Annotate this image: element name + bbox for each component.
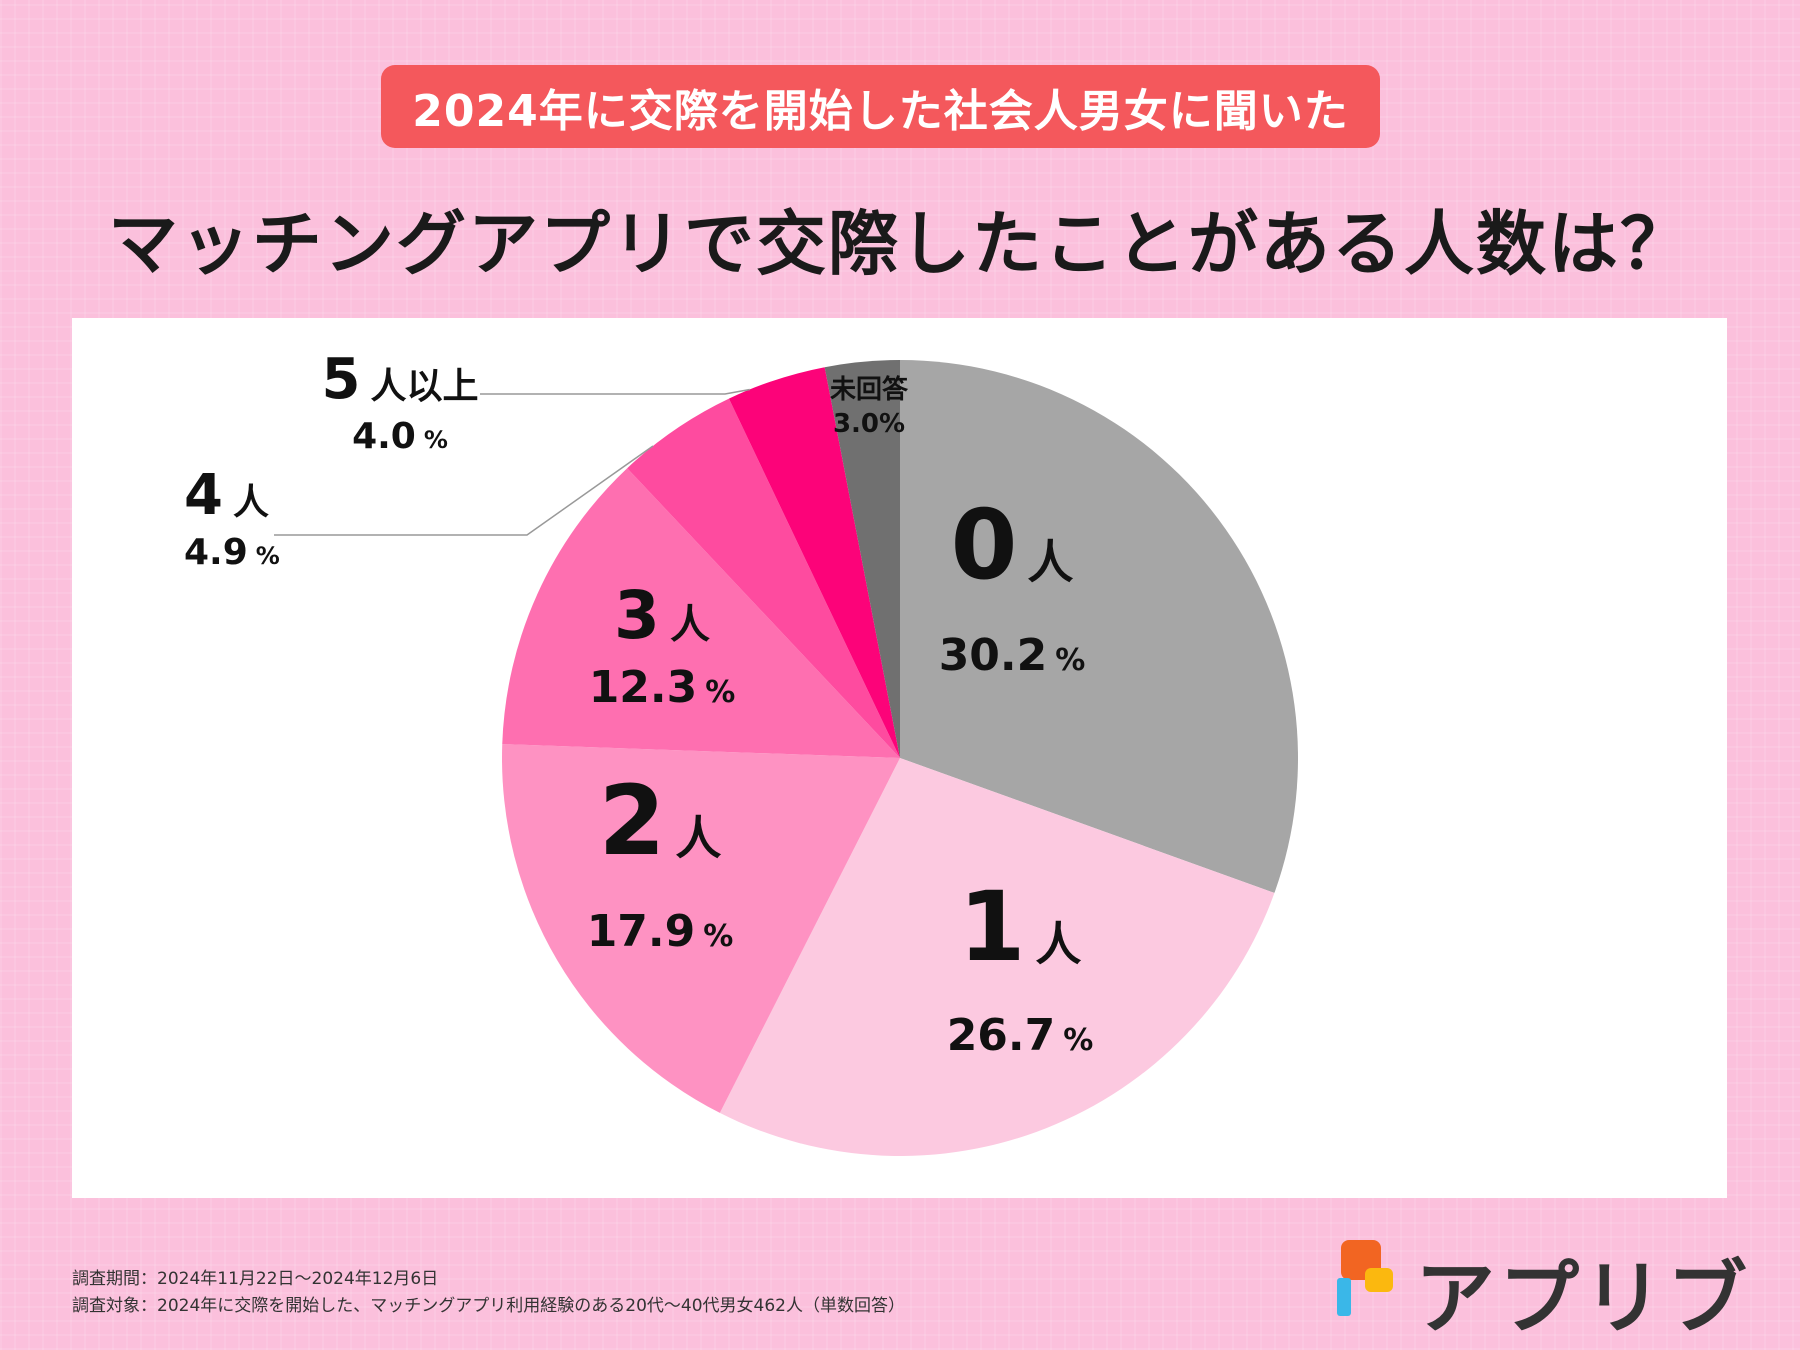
subtitle-badge: 2024年に交際を開始した社会人男女に聞いた bbox=[381, 65, 1380, 148]
pie-slice-未回答 bbox=[824, 360, 900, 758]
label-5人以上-name: 5 人以上 bbox=[322, 347, 479, 412]
pie-slices bbox=[502, 360, 1298, 1156]
label-2人-value: 17.9% bbox=[587, 906, 734, 957]
label-3人-value: 12.3% bbox=[589, 662, 736, 713]
logo-mark-icon bbox=[1337, 1240, 1393, 1316]
label-未回答-name: 未回答 bbox=[830, 374, 909, 405]
logo-text: アプリブ bbox=[1415, 1252, 1751, 1345]
pie-slice-5人以上 bbox=[728, 367, 900, 758]
subtitle-text: 2024年に交際を開始した社会人男女に聞いた bbox=[412, 85, 1349, 137]
leader-lines bbox=[274, 388, 750, 536]
pie-chart: 0 人 30.2 % 1 人 26.7 % 2 人 17.9 % 3 人 12.3 % 4 人4.9 % 5 人以上4.… bbox=[184, 347, 1298, 1156]
label-0人-value: 30.2% bbox=[939, 630, 1086, 681]
pie-slice-3人 bbox=[502, 468, 900, 758]
page-title: マッチングアプリで交際したことがある人数は？ bbox=[108, 203, 1692, 285]
pie-slice-4人 bbox=[627, 398, 900, 758]
pie-slice-2人 bbox=[502, 744, 900, 1113]
survey-target: 調査対象：2024年に交際を開始した、マッチングアプリ利用経験のある20代～40… bbox=[72, 1296, 905, 1316]
pie-slice-0人 bbox=[900, 360, 1298, 893]
leader-line-4人 bbox=[274, 445, 654, 536]
survey-period: 調査期間：2024年11月22日～2024年12月6日 bbox=[72, 1269, 439, 1289]
brand-logo: アプリブ bbox=[1337, 1238, 1747, 1345]
label-1人-value: 26.7% bbox=[947, 1010, 1094, 1061]
pie-slice-1人 bbox=[719, 758, 1275, 1156]
label-5人以上-value: 4.0% bbox=[352, 416, 448, 457]
label-4人-value: 4.9% bbox=[184, 532, 280, 573]
label-未回答-value: 3.0% bbox=[833, 409, 905, 439]
footnotes: 調査期間：2024年11月22日～2024年12月6日 調査対象：2024年に交… bbox=[72, 1266, 905, 1320]
slice-labels: 0 人 30.2 % 1 人 26.7 % 2 人 17.9 % 3 人 12.3 % 4 人4.9 % 5 人以上4.… bbox=[184, 347, 1093, 1061]
leader-line-5人以上 bbox=[480, 388, 750, 395]
